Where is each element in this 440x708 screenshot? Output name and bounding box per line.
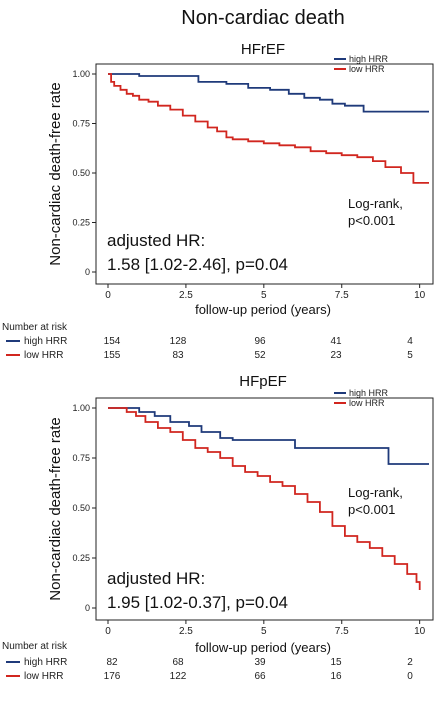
risk-count: 15 [330,657,342,668]
x-tick-label: 2.5 [179,290,193,301]
risk-row-label: low HRR [24,350,63,361]
risk-count: 66 [254,671,266,682]
logrank-annotation: Log-rank, [348,196,403,211]
risk-count: 155 [104,350,121,361]
figure-title: Non-cardiac death [181,7,344,29]
hr-annotation: adjusted HR: [107,231,205,250]
y-tick-label: 0.75 [72,119,90,129]
risk-row-label: high HRR [24,657,67,668]
risk-count: 83 [172,350,184,361]
panel-subtitle: HFpEF [239,373,287,390]
y-tick-label: 1.00 [72,403,90,413]
risk-table-header: Number at risk [2,641,68,652]
y-tick-label: 0 [85,267,90,277]
y-tick-label: 0.25 [72,218,90,228]
x-tick-label: 7.5 [335,626,349,637]
legend-label: high HRR [349,54,389,64]
risk-count: 41 [330,336,342,347]
x-tick-label: 5 [261,290,267,301]
risk-count: 5 [407,350,413,361]
risk-count: 2 [407,657,413,668]
risk-count: 82 [106,657,118,668]
panel-subtitle: HFrEF [241,41,285,58]
logrank-annotation: p<0.001 [348,213,395,228]
km-curve-high-hrr [108,407,429,465]
x-axis-label: follow-up period (years) [195,640,331,655]
risk-count: 176 [104,671,121,682]
y-axis-label: Non-cardiac death-free rate [47,82,64,265]
km-curve-low-hrr [108,407,421,590]
x-tick-label: 10 [414,290,426,301]
panel-hfpef: HFpEF 0 0.25 0.50 0.75 1.00 0 2.5 5 7.5 10 follow-u… [2,373,434,682]
risk-count: 16 [330,671,342,682]
risk-count: 154 [104,336,121,347]
risk-count: 0 [407,671,413,682]
risk-count: 52 [254,350,266,361]
hr-annotation: 1.58 [1.02-2.46], p=0.04 [107,255,288,274]
y-tick-label: 1.00 [72,69,90,79]
logrank-annotation: Log-rank, [348,485,403,500]
risk-count: 96 [254,336,266,347]
y-tick-label: 0.25 [72,553,90,563]
risk-count: 23 [330,350,342,361]
plot-frame [95,63,434,285]
y-axis-label: Non-cardiac death-free rate [47,417,64,600]
risk-row-label: high HRR [24,336,67,347]
risk-count: 68 [172,657,184,668]
x-tick-label: 0 [105,626,111,637]
logrank-annotation: p<0.001 [348,502,395,517]
y-tick-label: 0.50 [72,168,90,178]
km-curve-low-hrr [108,73,429,184]
hr-annotation: adjusted HR: [107,569,205,588]
legend-label: high HRR [349,388,389,398]
risk-count: 4 [407,336,413,347]
km-curve-high-hrr [108,73,429,113]
legend-label: low HRR [349,398,385,408]
risk-count: 39 [254,657,266,668]
risk-count: 122 [170,671,187,682]
y-tick-label: 0 [85,603,90,613]
y-tick-label: 0.50 [72,503,90,513]
hr-annotation: 1.95 [1.02-0.37], p=0.04 [107,593,288,612]
x-tick-label: 10 [414,626,426,637]
x-tick-label: 7.5 [335,290,349,301]
x-tick-label: 0 [105,290,111,301]
risk-count: 128 [170,336,187,347]
y-tick-label: 0.75 [72,453,90,463]
panel-hfref: HFrEF 0 0.25 0.50 0.75 1.00 0 2.5 5 7.5 10 follow-u… [2,41,434,361]
risk-table-header: Number at risk [2,322,68,333]
plot-frame [95,397,434,621]
x-tick-label: 5 [261,626,267,637]
risk-row-label: low HRR [24,671,63,682]
legend-label: low HRR [349,64,385,74]
x-tick-label: 2.5 [179,626,193,637]
x-axis-label: follow-up period (years) [195,302,331,317]
